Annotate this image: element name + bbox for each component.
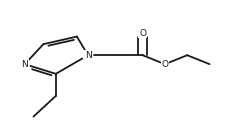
Text: N: N [21,60,28,69]
Text: O: O [139,29,146,38]
Text: O: O [161,60,168,69]
Text: N: N [85,51,92,60]
